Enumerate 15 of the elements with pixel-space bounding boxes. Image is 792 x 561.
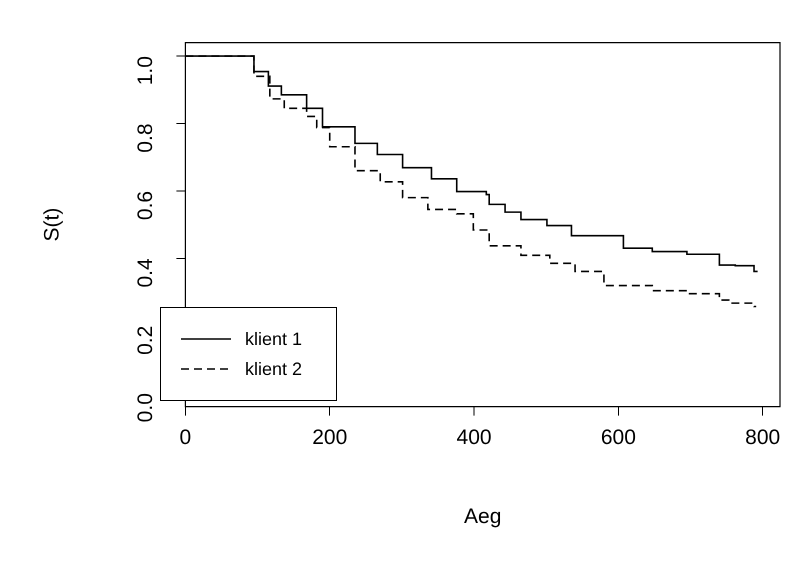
y-tick-label: 0.6 — [134, 190, 158, 220]
y-tick-label: 0.0 — [134, 393, 158, 422]
x-tick-label: 0 — [180, 426, 192, 449]
y-tick-label: 0.8 — [134, 123, 158, 153]
y-tick-label: 0.2 — [134, 326, 158, 355]
x-tick-label: 400 — [456, 426, 492, 449]
legend-label: klient 2 — [245, 358, 302, 380]
x-tick-label: 600 — [600, 426, 636, 449]
legend-label: klient 1 — [245, 328, 302, 350]
y-tick-label: 1.0 — [134, 56, 158, 86]
x-tick-label: 800 — [745, 426, 780, 449]
y-tick-label: 0.4 — [134, 258, 158, 288]
x-tick-label: 200 — [312, 426, 348, 449]
y-axis-title: S(t) — [40, 208, 64, 242]
x-axis-title: Aeg — [464, 505, 502, 528]
